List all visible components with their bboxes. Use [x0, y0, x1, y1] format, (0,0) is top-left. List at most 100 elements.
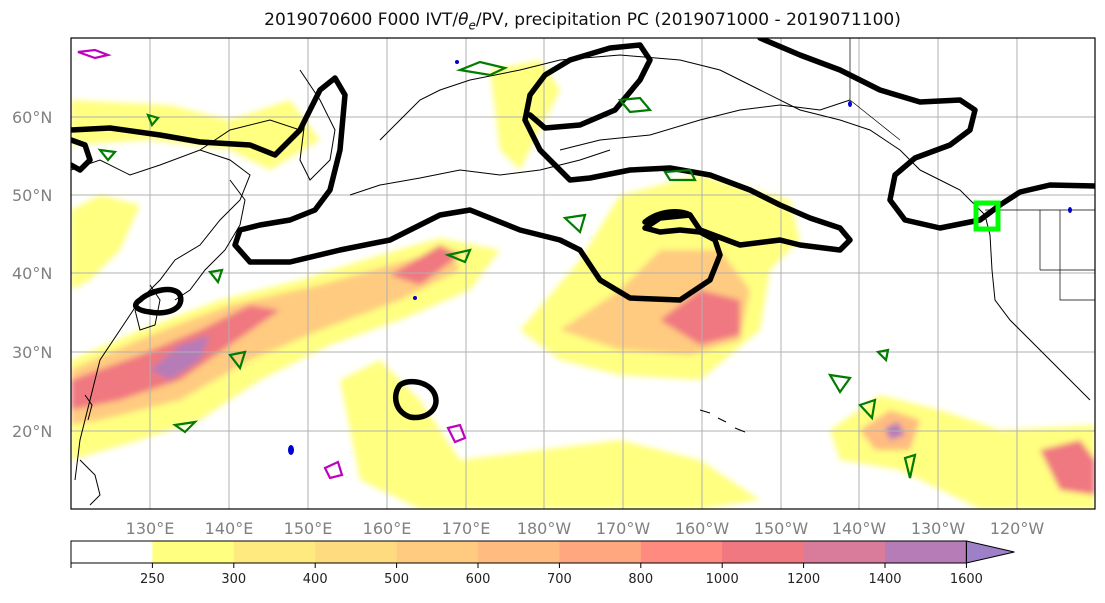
blue-dot-3	[1068, 207, 1072, 213]
ivt-shade-purple	[150, 335, 210, 380]
coast-okhotsk	[199, 119, 301, 151]
pv-green-7	[228, 350, 247, 371]
lon-label-150w: 150°W	[754, 519, 809, 538]
lon-label-120w: 120°W	[990, 519, 1045, 538]
pv-green-6	[207, 268, 224, 285]
lon-label-170w: 170°W	[596, 519, 651, 538]
lat-label-30: 30°N	[12, 343, 52, 362]
colorbar-tick-label: 250	[140, 572, 165, 587]
coast-philippines	[79, 459, 101, 506]
lon-label-130w: 130°W	[911, 519, 966, 538]
colorbar-segment	[71, 541, 153, 563]
pv-green-9	[858, 398, 877, 421]
colorbar-segments	[71, 541, 967, 563]
black-contour-left	[71, 137, 93, 173]
colorbar-ticks: 250 300 400 500 600 700 800 1000 1200 1400 1600	[70, 563, 983, 587]
coast-kamchatka	[299, 69, 336, 181]
pv-green-1	[455, 60, 509, 77]
colorbar: 250 300 400 500 600 700 800 1000 1200 1400 1600	[70, 540, 1015, 587]
colorbar-segment	[803, 541, 886, 563]
blue-dot-1	[288, 445, 294, 455]
blue-dot-5	[455, 60, 459, 64]
lon-label-170e: 170°E	[442, 519, 491, 538]
coast-north-america-west	[989, 234, 1091, 401]
coast-korea	[134, 284, 161, 331]
blue-dot-2	[413, 296, 417, 300]
pv-green-11	[875, 348, 890, 363]
title-bar: 2019070600 F000 IVT/θe/PV, precipitation…	[0, 0, 1105, 36]
colorbar-tick-label: 400	[303, 572, 328, 587]
colorbar-segment	[559, 541, 642, 563]
lon-label-160w: 160°W	[675, 519, 730, 538]
pv-green-4	[562, 213, 587, 235]
coast-taiwan	[84, 394, 93, 421]
title-prefix: 2019070600 F000 IVT/	[264, 10, 459, 30]
lat-label-20: 20°N	[12, 422, 52, 441]
blue-dot-4	[848, 101, 852, 107]
colorbar-tick-label: 1400	[868, 572, 901, 587]
pv-magenta-2	[446, 423, 467, 444]
map-border	[70, 37, 1096, 510]
black-contour-pacific-loop	[392, 378, 439, 421]
colorbar-tick-label: 1600	[950, 572, 983, 587]
lon-label-160e: 160°E	[363, 519, 412, 538]
target-region-box	[973, 200, 1001, 232]
pv-green-8	[827, 373, 852, 395]
border-us-states	[1039, 210, 1095, 301]
colorbar-tick-label: 1000	[706, 572, 739, 587]
colorbar-extend-arrow	[965, 540, 1015, 564]
longitude-labels: 130°E 140°E 150°E 160°E 170°E 180°W 170°…	[126, 519, 1045, 538]
colorbar-tick-label: 800	[628, 572, 653, 587]
colorbar-segment	[885, 541, 967, 563]
colorbar-tick-label: 300	[221, 572, 246, 587]
ivt-shade-red3	[660, 290, 740, 345]
colorbar-segment	[478, 541, 560, 563]
latitude-labels: 60°N 50°N 40°N 30°N 20°N	[12, 108, 52, 441]
coastlines	[71, 54, 1091, 506]
lon-label-140e: 140°E	[205, 519, 254, 538]
colorbar-outline	[70, 540, 967, 564]
colorbar-segment	[152, 541, 235, 563]
lon-label-140w: 140°W	[832, 519, 887, 538]
coast-hawaii	[699, 409, 746, 433]
pv-contours-magenta	[77, 48, 467, 480]
black-contour-main	[71, 42, 853, 303]
lat-label-40: 40°N	[12, 264, 52, 283]
pv-magenta-1	[77, 48, 112, 60]
blue-markers	[288, 60, 1072, 455]
colorbar-tick-label: 700	[547, 572, 572, 587]
colorbar-segment	[722, 541, 805, 563]
pv-green-10	[903, 453, 917, 479]
title-theta-sub: e	[468, 18, 476, 33]
pv-contours-green	[97, 60, 917, 479]
lon-label-180w: 180°W	[517, 519, 572, 538]
pv-green-12	[172, 420, 199, 434]
lat-label-50: 50°N	[12, 186, 52, 205]
chart-title: 2019070600 F000 IVT/θe/PV, precipitation…	[0, 10, 1105, 32]
colorbar-segment	[233, 541, 316, 563]
black-contour-swirl-inner	[642, 209, 693, 225]
political-borders	[849, 38, 1095, 301]
ivt-shade-red2	[390, 245, 460, 285]
colorbar-segment	[315, 541, 398, 563]
pv-green-14	[97, 148, 118, 162]
colorbar-segment	[640, 541, 723, 563]
border-alaska-canada	[849, 38, 901, 141]
title-suffix: /PV, precipitation PC (2019071000 - 2019…	[475, 10, 901, 30]
coast-alaska-south	[559, 99, 851, 151]
coast-asia	[71, 149, 251, 481]
colorbar-tick-label: 500	[384, 572, 409, 587]
ivt-shade-yellow3	[340, 360, 760, 509]
lon-label-150e: 150°E	[284, 519, 333, 538]
ivt-shade-red4	[1040, 440, 1095, 495]
title-theta: θ	[458, 10, 469, 30]
lat-label-60: 60°N	[12, 108, 52, 127]
pv-magenta-3	[323, 460, 344, 480]
pv-green-5	[444, 248, 472, 264]
ivt-shade-yellow6	[71, 195, 140, 290]
pv-green-3	[663, 168, 697, 182]
colorbar-tick-label: 1200	[787, 572, 820, 587]
pv-green-2	[617, 96, 653, 114]
coast-japan	[174, 179, 246, 301]
